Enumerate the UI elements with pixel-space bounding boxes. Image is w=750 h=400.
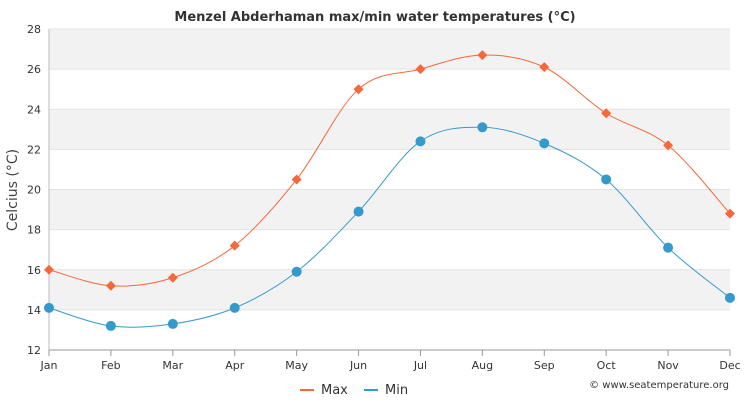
min-data-point[interactable] xyxy=(601,174,612,185)
x-tick-label: Oct xyxy=(597,359,617,372)
x-tick-label: Jun xyxy=(349,359,367,372)
x-tick-label: Jul xyxy=(413,359,427,372)
y-axis-ticks: 12 14 16 18 20 22 24 26 28 xyxy=(27,23,41,357)
max-data-point[interactable] xyxy=(663,140,674,151)
min-data-point[interactable] xyxy=(44,302,54,313)
min-data-point[interactable] xyxy=(229,302,240,313)
plot-band xyxy=(49,269,730,310)
y-tick-label: 20 xyxy=(27,184,41,197)
plot-band xyxy=(49,109,730,150)
y-tick-label: 24 xyxy=(27,103,41,116)
max-data-point[interactable] xyxy=(105,280,116,291)
y-tick-label: 26 xyxy=(27,63,41,76)
x-tick-label: Mar xyxy=(162,359,183,372)
max-data-point[interactable] xyxy=(725,208,735,219)
plot-band xyxy=(49,189,730,230)
x-tick-label: Feb xyxy=(101,359,120,372)
min-data-point[interactable] xyxy=(291,266,302,277)
grid-lines xyxy=(49,28,730,311)
x-tick-label: Jan xyxy=(40,359,58,372)
max-data-point[interactable] xyxy=(477,50,488,61)
plot-band xyxy=(49,29,730,70)
y-tick-label: 28 xyxy=(27,23,41,36)
max-data-point[interactable] xyxy=(353,84,364,95)
x-tick-label: Aug xyxy=(472,359,493,372)
axes xyxy=(48,29,730,351)
min-legend-label[interactable]: Min xyxy=(385,383,408,398)
credit-text: © www.seatemperature.org xyxy=(589,380,729,391)
x-tick-label: Dec xyxy=(719,359,740,372)
max-data-point[interactable] xyxy=(44,264,54,275)
y-tick-label: 18 xyxy=(27,224,41,237)
x-tick-label: May xyxy=(285,359,308,372)
x-tick-label: Nov xyxy=(657,359,679,372)
max-data-point[interactable] xyxy=(229,240,240,251)
x-tick-label: Sep xyxy=(534,359,555,372)
x-tick-label: Apr xyxy=(225,359,245,372)
y-tick-label: 14 xyxy=(27,304,41,317)
x-axis-ticks: Jan Feb Mar Apr May Jun Jul Aug Sep Oct Nov Dec xyxy=(40,350,741,372)
max-data-point[interactable] xyxy=(539,62,550,73)
y-tick-label: 22 xyxy=(27,143,41,156)
y-axis-label: Celcius (°C) xyxy=(5,149,21,231)
legend[interactable]: Max Min xyxy=(300,383,408,398)
min-data-point[interactable] xyxy=(539,138,550,149)
min-data-point[interactable] xyxy=(105,320,116,331)
max-data-point[interactable] xyxy=(291,174,302,185)
max-data-point[interactable] xyxy=(601,108,612,119)
min-data-point[interactable] xyxy=(353,206,364,217)
max-series-line xyxy=(48,54,731,287)
min-data-point[interactable] xyxy=(167,318,178,329)
y-tick-label: 16 xyxy=(27,264,41,277)
min-data-point[interactable] xyxy=(415,136,426,147)
max-legend-label[interactable]: Max xyxy=(321,383,348,398)
max-data-point[interactable] xyxy=(167,272,178,283)
max-data-point[interactable] xyxy=(415,64,426,75)
chart-title: Menzel Abderhaman max/min water temperat… xyxy=(174,10,575,25)
min-data-point[interactable] xyxy=(725,292,735,303)
min-data-point[interactable] xyxy=(477,122,488,133)
plot-bands xyxy=(49,29,730,310)
y-tick-label: 12 xyxy=(27,344,41,357)
min-data-point[interactable] xyxy=(663,242,674,253)
series-markers[interactable] xyxy=(44,50,735,331)
